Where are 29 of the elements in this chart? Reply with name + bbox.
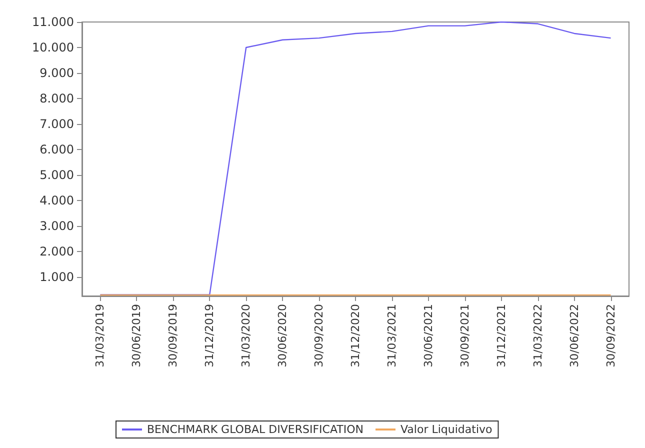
legend-label: BENCHMARK GLOBAL DIVERSIFICATION [147,423,364,436]
y-tick-label: 3.000 [40,219,74,234]
x-tick-label: 30/06/2019 [130,304,144,368]
x-tick-label: 31/12/2019 [203,304,216,368]
y-tick-label: 8.000 [40,92,74,106]
x-tick-label: 30/09/2019 [166,304,180,368]
x-tick-label: 30/09/2020 [312,304,326,368]
x-tick-label: 30/09/2022 [604,304,618,368]
y-tick-label: 1.000 [40,270,74,284]
x-tick-label: 31/03/2021 [385,304,398,368]
y-tick-label: 4.000 [40,194,74,208]
x-tick-label: 30/09/2021 [458,304,472,368]
y-tick-label: 5.000 [40,168,74,182]
x-tick-label: 30/06/2021 [422,304,435,368]
line-series [100,21,612,296]
x-tick-label: 31/12/2020 [349,304,362,368]
x-tick-label: 30/06/2022 [568,304,581,368]
y-tick-label: 7.000 [40,117,74,132]
y-tick-label: 2.000 [40,244,74,259]
x-tick-label: 31/03/2019 [94,304,107,368]
x-tick-label: 30/06/2020 [276,304,290,368]
legend-label: Valor Liquidativo [400,423,493,436]
y-tick-label: 10.000 [32,40,74,55]
y-tick-label: 11.000 [32,15,74,29]
y-tick-label: 6.000 [40,142,74,157]
x-tick-label: 31/03/2020 [240,304,253,368]
y-tick-label: 9.000 [40,66,74,80]
x-tick-label: 31/03/2022 [531,304,544,368]
x-tick-label: 31/12/2021 [494,304,508,368]
